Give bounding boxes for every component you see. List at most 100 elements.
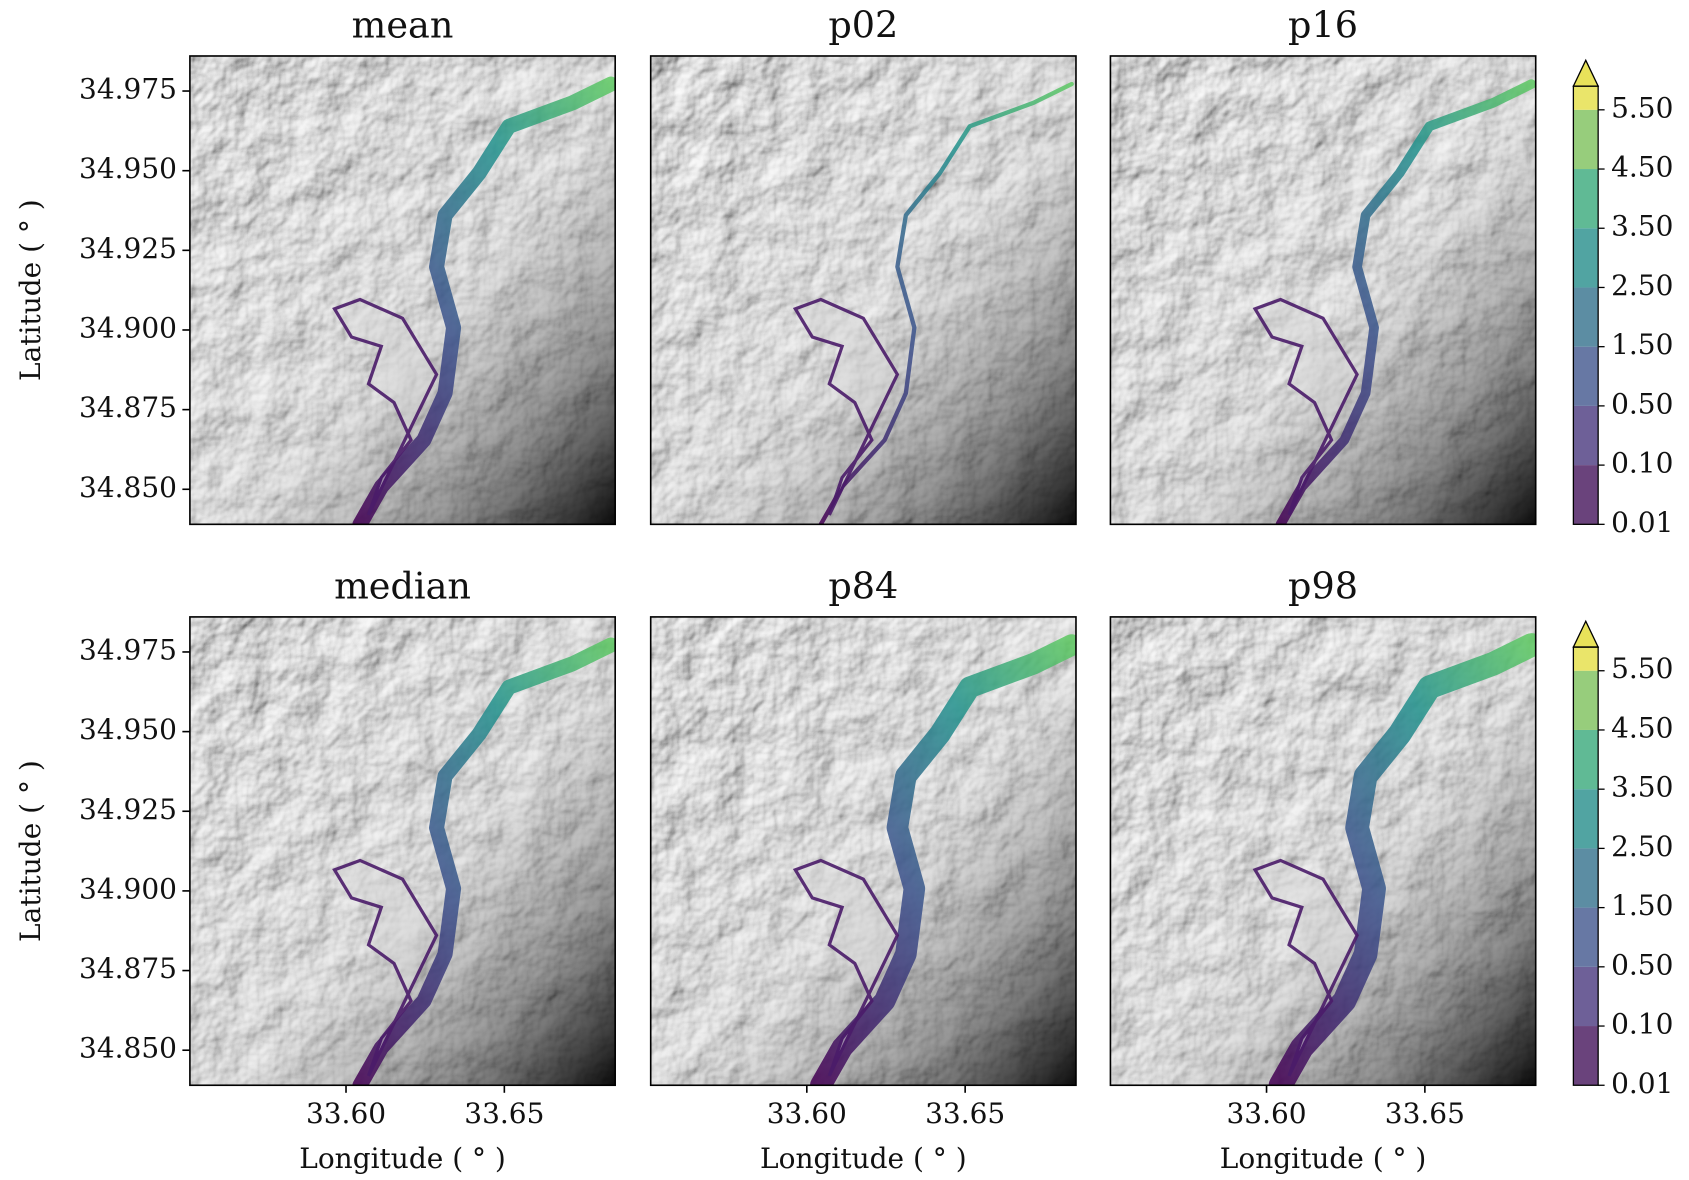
panel-title: p02 <box>828 3 898 46</box>
y-tick-label: 34.850 <box>79 471 177 504</box>
colorbar: 0.01 0.10 0.50 1.50 2.50 3.50 4.50 5.50 <box>1572 619 1673 1100</box>
colorbar-tick-label: 4.50 <box>1611 151 1673 184</box>
x-tick-label: 33.65 <box>1385 1097 1465 1130</box>
colorbar: 0.01 0.10 0.50 1.50 2.50 3.50 4.50 5.50 <box>1572 58 1673 539</box>
flow-branch <box>332 297 439 516</box>
axes-frame <box>1109 616 1537 1087</box>
panel-title: p98 <box>1288 564 1358 607</box>
colorbar-band <box>1573 848 1599 908</box>
y-axis-label: Latitude ( ° ) <box>14 760 47 942</box>
panel-title: p84 <box>828 564 898 607</box>
map-panel: mean 34.850 34.875 34.900 34.925 34.950 34.975… <box>14 3 616 526</box>
colorbar-band <box>1573 228 1599 288</box>
colorbar-band <box>1573 1026 1599 1086</box>
colorbar-tick-label: 0.50 <box>1611 948 1673 981</box>
map-content <box>650 616 1076 1086</box>
colorbar-band <box>1573 109 1599 170</box>
colorbar-band <box>1573 346 1599 406</box>
flow-branch <box>332 858 439 1077</box>
colorbar-tick-label: 5.50 <box>1611 91 1673 124</box>
y-tick-label: 34.900 <box>79 872 177 905</box>
axes-frame <box>649 616 1077 1087</box>
x-tick-label: 33.60 <box>306 1097 386 1130</box>
colorbar-band <box>1573 405 1599 466</box>
colorbar-band <box>1573 647 1599 671</box>
colorbar-band <box>1573 465 1599 525</box>
x-tick-label: 33.65 <box>464 1097 544 1130</box>
axes-frame <box>189 616 616 1087</box>
y-tick-label: 34.925 <box>79 793 177 826</box>
colorbar-extension <box>1572 619 1600 648</box>
colorbar-tick-label: 3.50 <box>1611 210 1673 243</box>
flow <box>352 637 616 1086</box>
x-tick-label: 33.60 <box>767 1097 847 1130</box>
colorbar-frame <box>1572 646 1599 1086</box>
y-tick-label: 34.950 <box>79 713 177 746</box>
colorbar-tick-label: 0.10 <box>1611 1008 1673 1041</box>
map-panel: p98 33.60 33.65 Longitude ( ° ) <box>1109 564 1537 1175</box>
map-content <box>189 616 616 1086</box>
colorbar-band <box>1573 670 1599 730</box>
flow-branch <box>1252 858 1359 1077</box>
colorbar-tick-label: 0.01 <box>1611 506 1673 539</box>
colorbar-tick-label: 2.50 <box>1611 830 1673 863</box>
colorbar-extension <box>1572 58 1600 87</box>
map-panel: p02 <box>649 3 1077 526</box>
map-content <box>189 55 616 525</box>
axes-frame <box>1109 55 1537 526</box>
colorbar-band <box>1573 729 1599 790</box>
x-tick-label: 33.60 <box>1226 1097 1306 1130</box>
flow <box>1275 79 1536 525</box>
x-axis-label: Longitude ( ° ) <box>299 1142 506 1175</box>
y-tick-label: 34.975 <box>79 633 177 666</box>
flow <box>352 76 616 525</box>
colorbar-tick-label: 2.50 <box>1611 269 1673 302</box>
colorbar-tick-label: 1.50 <box>1611 889 1673 922</box>
terrain-shade <box>650 55 1076 525</box>
map-panel: median 34.850 34.875 34.900 34.925 34.950 34.9… <box>14 564 616 1175</box>
y-axis-label: Latitude ( ° ) <box>14 199 47 381</box>
colorbar-band <box>1573 86 1599 110</box>
flow <box>818 81 1074 525</box>
colorbar-band <box>1573 169 1599 229</box>
panel-title: mean <box>352 3 454 46</box>
colorbar-tick-label: 0.10 <box>1611 447 1673 480</box>
colorbar-tick-label: 1.50 <box>1611 328 1673 361</box>
colorbar-band <box>1573 287 1599 347</box>
colorbar-tick-label: 5.50 <box>1611 652 1673 685</box>
axes-frame <box>649 55 1077 526</box>
colorbar-tick-label: 3.50 <box>1611 771 1673 804</box>
colorbar-tick-label: 0.01 <box>1611 1067 1673 1100</box>
flow <box>810 634 1076 1086</box>
y-tick-label: 34.975 <box>79 73 177 106</box>
colorbar-band <box>1573 789 1599 849</box>
map-content <box>650 55 1076 525</box>
y-tick-label: 34.900 <box>79 311 177 344</box>
y-tick-label: 34.875 <box>79 391 177 424</box>
map-panel: p84 33.60 33.65 Longitude ( ° ) <box>649 564 1077 1175</box>
colorbar-tick-label: 4.50 <box>1611 711 1673 744</box>
y-tick-label: 34.875 <box>79 952 177 985</box>
panel-title: median <box>334 564 471 607</box>
flow-branch <box>792 858 900 1077</box>
y-tick-label: 34.950 <box>79 152 177 185</box>
flow-branch <box>1252 297 1359 516</box>
colorbar-tick-label: 0.50 <box>1611 387 1673 420</box>
map-content <box>1110 616 1536 1086</box>
terrain-shade <box>1110 55 1536 525</box>
map-content <box>1110 55 1536 525</box>
flow-branch <box>792 297 900 516</box>
x-tick-label: 33.65 <box>925 1097 1005 1130</box>
x-axis-label: Longitude ( ° ) <box>760 1142 967 1175</box>
flow <box>1268 633 1536 1086</box>
colorbar-band <box>1573 966 1599 1027</box>
y-tick-label: 34.925 <box>79 232 177 265</box>
panel-title: p16 <box>1288 3 1358 46</box>
map-panel: p16 <box>1109 3 1537 526</box>
colorbar-frame <box>1572 85 1599 525</box>
colorbar-band <box>1573 907 1599 967</box>
axes-frame <box>189 55 616 526</box>
x-axis-label: Longitude ( ° ) <box>1220 1142 1427 1175</box>
y-tick-label: 34.850 <box>79 1032 177 1065</box>
